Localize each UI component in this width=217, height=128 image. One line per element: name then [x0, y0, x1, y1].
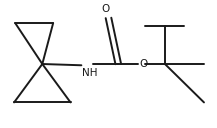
Text: O: O	[101, 4, 109, 14]
Text: O: O	[139, 59, 147, 69]
Text: NH: NH	[82, 68, 98, 78]
